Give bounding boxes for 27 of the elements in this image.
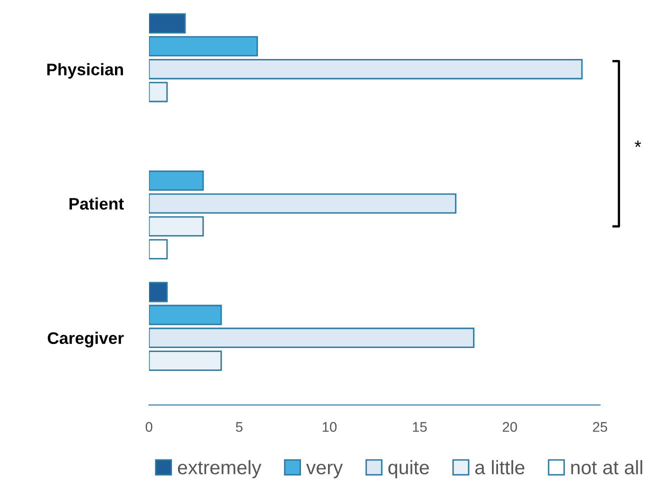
x-tick-label: 25 <box>592 422 608 432</box>
x-tick-label: 5 <box>236 422 242 432</box>
legend-label: not at all <box>571 460 642 474</box>
bar <box>149 82 168 102</box>
y-tick-label: Physician <box>47 63 123 79</box>
legend-label: a little <box>475 460 524 474</box>
bar <box>149 36 258 56</box>
bar <box>149 282 168 302</box>
legend-label: quite <box>388 460 429 478</box>
bar <box>149 328 474 348</box>
legend-label: extremely <box>178 460 262 478</box>
bar <box>149 193 456 214</box>
bar <box>149 216 204 237</box>
x-tick-label: 20 <box>502 422 517 432</box>
bar <box>149 350 222 371</box>
x-tick-label: 0 <box>146 422 152 432</box>
x-tick-label: 10 <box>322 422 337 432</box>
bar <box>149 13 186 34</box>
bar <box>149 304 222 326</box>
y-tick-label: Caregiver <box>48 332 124 348</box>
legend-label: very <box>306 464 343 478</box>
bar <box>149 59 583 80</box>
text: * <box>634 140 642 148</box>
y-tick-label: Patient <box>70 197 124 210</box>
x-tick-label: 15 <box>412 422 427 432</box>
bar <box>149 239 168 260</box>
bar <box>149 170 204 191</box>
